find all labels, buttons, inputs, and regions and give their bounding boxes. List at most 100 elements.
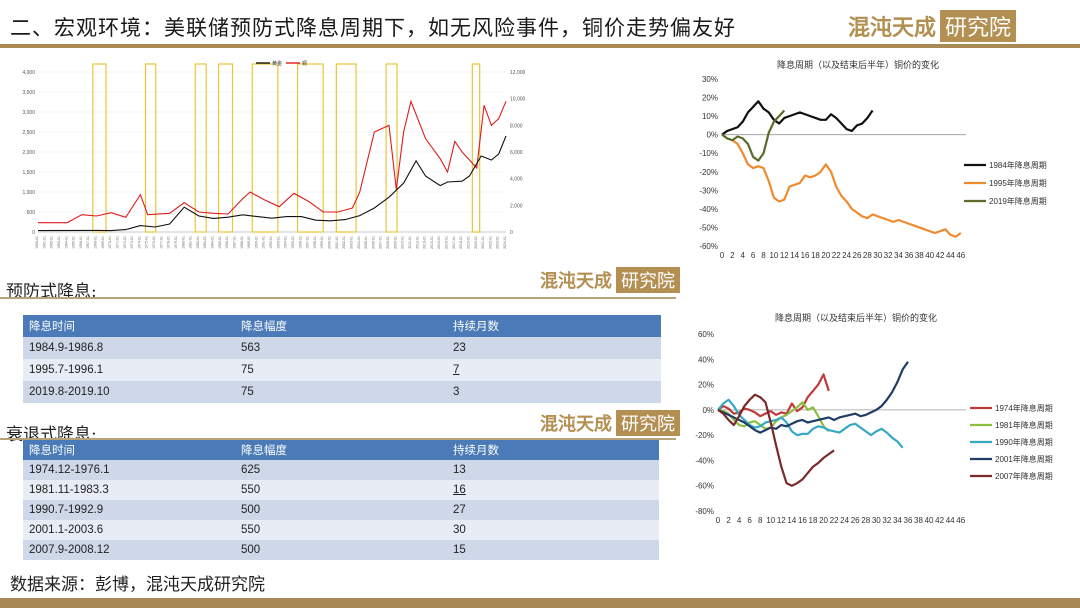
table-cell: 1984.9-1986.8: [23, 337, 235, 359]
highlight-box: [144, 63, 157, 233]
table-cell: 625: [235, 460, 447, 480]
x-tick-label: 1980-01: [181, 236, 185, 249]
series-line: [717, 361, 909, 434]
y-tick-right: 0: [510, 230, 513, 236]
table-cell: 2001.1-2003.6: [23, 520, 235, 540]
x-tick-label: 1985-01: [218, 236, 222, 249]
title-divider: [0, 44, 1080, 48]
highlight-box: [385, 63, 398, 233]
x-tick-label: 0: [716, 516, 721, 525]
y-tick-label: -60%: [699, 242, 718, 251]
x-tick-label: 1997-01: [306, 236, 310, 249]
x-tick-label: 2010-01: [401, 236, 405, 249]
x-tick-label: 2012-01: [415, 236, 419, 249]
x-tick-label: 2015-01: [437, 236, 441, 249]
x-tick-label: 1992-01: [269, 236, 273, 249]
legend-label: 1995年降息周期: [989, 178, 1047, 188]
x-tick-label: 1996-01: [298, 236, 302, 249]
x-tick-label: 2018-01: [459, 236, 463, 249]
recession-cycle-chart: 降息周期（以及结束后半年）铜价的变化 60% 40% 20% 0% -20% -40% -60…: [695, 312, 1053, 525]
y-tick-left: 1,000: [22, 190, 35, 196]
brand-watermark-1: 混沌天成 研究院: [540, 267, 680, 293]
x-tick-label: 1990-01: [254, 236, 258, 249]
table-cell: 550: [235, 480, 447, 500]
section-divider-2: [0, 438, 676, 440]
y-tick-right: 4,000: [510, 177, 523, 183]
x-tick-label: 1962-01: [50, 236, 54, 249]
y-tick-label: -40%: [695, 456, 714, 465]
brand-logo: 混沌天成 研究院: [848, 10, 1017, 42]
table-cell: 2007.9-2008.12: [23, 540, 235, 560]
y-tick-right: 6,000: [510, 150, 523, 156]
table-cell: 1981.11-1983.3: [23, 480, 235, 500]
x-tick-label: 2024-01: [503, 236, 507, 249]
y-tick-label: 20%: [698, 381, 714, 390]
recession-table: 降息时间 降息幅度 持续月数 1974.12-1976.1 625 13 198…: [23, 440, 659, 560]
x-tick-label: 2019-01: [466, 236, 470, 249]
table-cell: 1990.7-1992.9: [23, 500, 235, 520]
col-header: 降息幅度: [235, 315, 447, 337]
table-cell: 1995.7-1996.1: [23, 359, 235, 381]
col-header: 降息时间: [23, 315, 235, 337]
legend-label: 铜: [302, 60, 307, 67]
x-tick-label: 8: [758, 516, 763, 525]
legend-label: 1984年降息周期: [989, 160, 1047, 170]
x-tick-label: 2023-01: [496, 236, 500, 249]
x-tick-label: 1993-01: [276, 236, 280, 249]
table-cell: 75: [235, 381, 447, 403]
x-tick-label: 0: [720, 251, 725, 260]
highlight-box: [251, 63, 279, 233]
x-tick-label: 1982-01: [196, 236, 200, 249]
x-tick-label: 4: [741, 251, 746, 260]
legend-label: 1974年降息周期: [995, 403, 1053, 413]
table-cell: 550: [235, 520, 447, 540]
x-tick-label: 32: [884, 251, 893, 260]
x-tick-label: 2001-01: [335, 236, 339, 249]
x-tick-label: 1966-01: [79, 236, 83, 249]
series-line: [717, 398, 904, 449]
x-tick-label: 22: [832, 251, 841, 260]
x-tick-label: 44: [946, 251, 955, 260]
x-tick-label: 2017-01: [452, 236, 456, 249]
col-header: 持续月数: [447, 315, 661, 337]
x-tick-label: 1974-01: [137, 236, 141, 249]
x-tick-label: 2000-01: [328, 236, 332, 249]
x-tick-label: 34: [894, 251, 903, 260]
y-tick-left: 2,500: [22, 130, 35, 136]
page-title: 二、宏观环境：美联储预防式降息周期下，如无风险事件，铜价走势偏友好: [10, 16, 736, 40]
x-tick-label: 36: [904, 516, 913, 525]
x-tick-label: 2: [730, 251, 735, 260]
x-tick-label: 2009-01: [393, 236, 397, 249]
y-tick-left: 2,000: [22, 150, 35, 156]
x-tick-label: 2: [726, 516, 731, 525]
highlight-box: [335, 63, 357, 233]
x-tick-label: 1981-01: [189, 236, 193, 249]
x-tick-label: 2020-01: [474, 236, 478, 249]
series-line: [721, 109, 786, 162]
x-tick-label: 2007-01: [379, 236, 383, 249]
col-header: 持续月数: [447, 440, 659, 460]
x-tick-label: 1963-01: [57, 236, 61, 249]
table-cell: 500: [235, 500, 447, 520]
x-tick-label: 2002-01: [342, 236, 346, 249]
table-cell: 75: [235, 359, 447, 381]
x-tick-label: 2005-01: [364, 236, 368, 249]
y-tick-label: 40%: [698, 355, 714, 364]
table-row: 1995.7-1996.1 75 7: [23, 359, 661, 381]
x-tick-label: 1998-01: [313, 236, 317, 249]
highlight-box: [471, 63, 481, 233]
col-header: 降息幅度: [235, 440, 447, 460]
table-cell: 563: [235, 337, 447, 359]
series-line: [721, 133, 962, 238]
x-tick-label: 46: [956, 251, 965, 260]
brand-text: 混沌天成: [848, 15, 937, 41]
brand-watermark-2: 混沌天成 研究院: [540, 410, 680, 436]
x-tick-label: 2014-01: [430, 236, 434, 249]
x-tick-label: 10: [769, 251, 778, 260]
table-row: 1981.11-1983.3 550 16: [23, 480, 659, 500]
x-tick-label: 1979-01: [174, 236, 178, 249]
x-tick-label: 26: [853, 251, 862, 260]
x-tick-label: 40: [925, 251, 934, 260]
x-tick-label: 1972-01: [123, 236, 127, 249]
y-tick-left: 4,000: [22, 70, 35, 76]
